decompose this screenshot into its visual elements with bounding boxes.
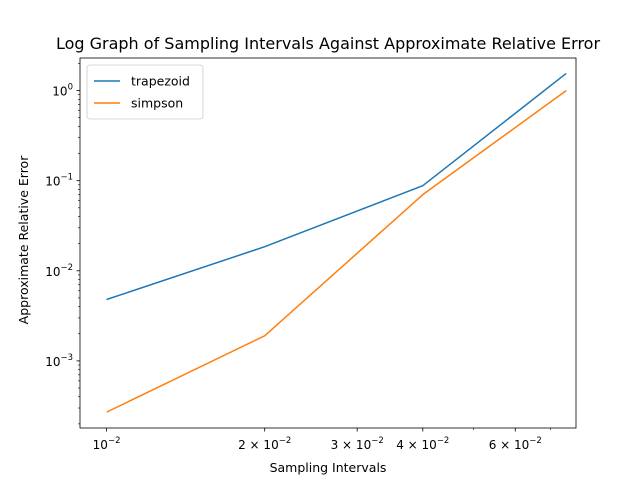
x-tick-label: 6 × 10−2 [489, 436, 542, 452]
x-tick-label: 2 × 10−2 [238, 436, 291, 452]
y-tick-label: 10−1 [45, 173, 73, 189]
y-tick-label: 10−2 [45, 263, 73, 279]
legend-box [86, 64, 204, 120]
legend-label-simpson: simpson [131, 96, 183, 111]
y-axis-ticks: 10−3 10−2 10−1 100 [45, 63, 80, 425]
axes-frame [79, 57, 577, 429]
x-tick-label: 4 × 10−2 [396, 436, 449, 452]
x-axis-label: Sampling Intervals [270, 460, 387, 475]
series-line-simpson [106, 89, 567, 413]
x-tick-label: 3 × 10−2 [331, 436, 384, 452]
series-line-trapezoid [106, 72, 567, 301]
y-tick-label: 10−3 [45, 353, 73, 369]
x-tick-label: 10−2 [93, 436, 121, 452]
plot-area [79, 57, 577, 429]
legend-label-trapezoid: trapezoid [131, 74, 190, 89]
x-axis-ticks: 10−2 2 × 10−2 3 × 10−2 4 × 10−2 6 × 10−2 [93, 428, 551, 452]
y-tick-label: 100 [52, 83, 73, 99]
legend: trapezoid simpson [86, 64, 204, 120]
y-axis-label: Approximate Relative Error [16, 155, 31, 325]
chart-title: Log Graph of Sampling Intervals Against … [56, 34, 601, 53]
